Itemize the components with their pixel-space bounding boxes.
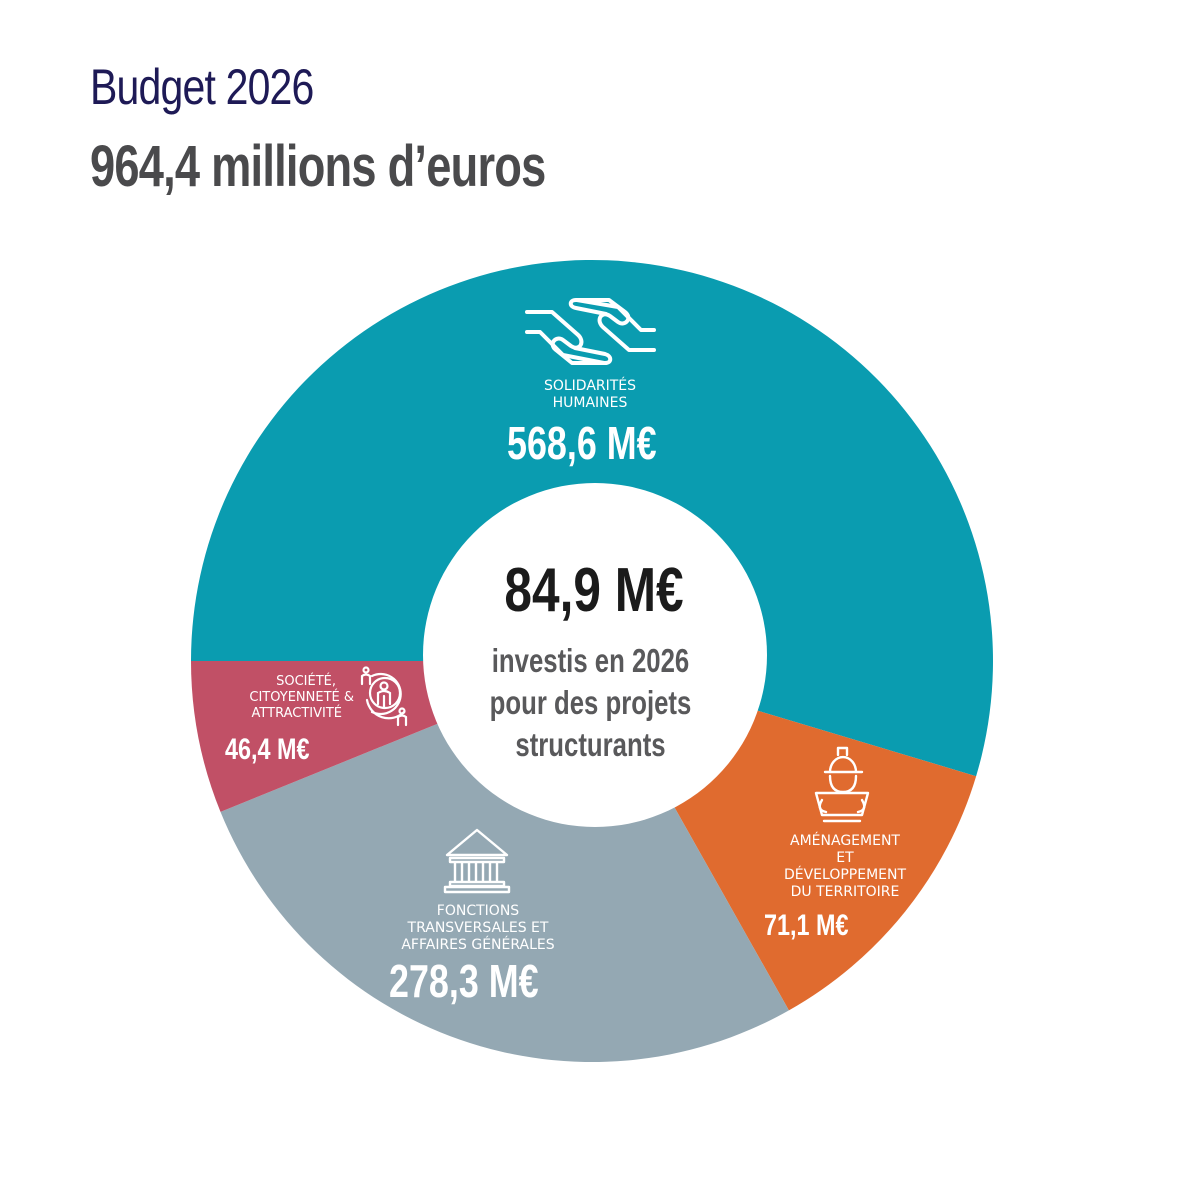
community-people-icon xyxy=(360,666,408,727)
label-line: ET xyxy=(836,850,854,866)
center-line: investis en 2026 xyxy=(491,642,690,679)
segment-label-societe: SOCIÉTÉ, CITOYENNETÉ & ATTRACTIVITÉ xyxy=(204,674,354,722)
institution-building-icon xyxy=(443,828,511,894)
label-line: ATTRACTIVITÉ xyxy=(251,706,342,721)
label-line: SOLIDARITÉS xyxy=(543,378,637,394)
hands-icon xyxy=(525,298,656,365)
segment-value-fonctions: 278,3 M€ xyxy=(389,955,539,1007)
label-line: FONCTIONS xyxy=(436,903,520,919)
segment-value-societe: 46,4 M€ xyxy=(225,733,310,766)
label-line: DÉVELOPPEMENT xyxy=(783,867,907,883)
label-line: CITOYENNETÉ & xyxy=(249,690,354,705)
label-line: SOCIÉTÉ, xyxy=(276,674,336,689)
segment-label-fonctions: FONCTIONS TRANSVERSALES ET AFFAIRES GÉNÉ… xyxy=(378,903,578,954)
center-value-text: 84,9 M€ xyxy=(504,556,685,625)
chart-title: Budget 2026 xyxy=(90,59,314,115)
center-line: pour des projets xyxy=(489,684,692,721)
center-description: investis en 2026 pour des projets struct… xyxy=(0,640,1181,766)
center-line: structurants xyxy=(515,726,666,763)
center-value: 84,9 M€ xyxy=(0,555,1181,626)
segment-label-solidarites: SOLIDARITÉS HUMAINES xyxy=(490,378,690,412)
label-line: DU TERRITOIRE xyxy=(790,884,900,900)
chart-subtitle: 964,4 millions d’euros xyxy=(90,134,546,199)
label-line: HUMAINES xyxy=(552,395,628,411)
label-line: AFFAIRES GÉNÉRALES xyxy=(401,937,555,953)
segment-value-solidarites: 568,6 M€ xyxy=(507,417,657,469)
label-line: AMÉNAGEMENT xyxy=(790,833,900,849)
donut-hole xyxy=(423,483,767,827)
segment-value-amenagement: 71,1 M€ xyxy=(764,909,849,942)
label-line: TRANSVERSALES ET xyxy=(407,920,549,936)
segment-label-amenagement: AMÉNAGEMENT ET DÉVELOPPEMENT DU TERRITOI… xyxy=(770,833,920,901)
construction-worker-icon xyxy=(814,746,870,823)
